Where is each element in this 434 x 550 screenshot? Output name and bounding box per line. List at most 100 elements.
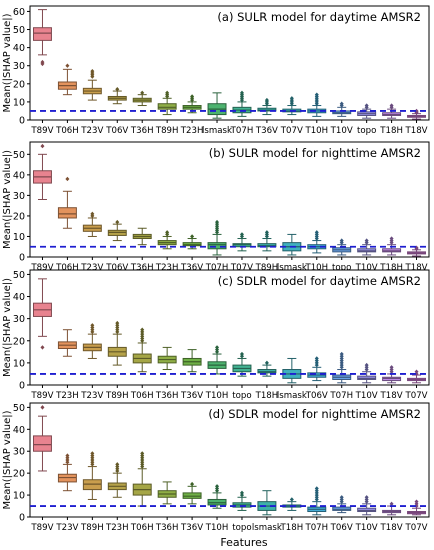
outlier-point — [339, 365, 344, 370]
outlier-point — [389, 501, 394, 507]
x-tick-label: T18H — [280, 523, 304, 533]
outlier-point — [389, 369, 394, 374]
outlier-point — [115, 320, 120, 326]
x-tick-label: T07H — [230, 126, 254, 136]
outlier-point — [239, 232, 244, 237]
x-tick-label: T10H — [304, 263, 328, 273]
x-tick-label: T36V — [180, 263, 203, 273]
outlier-point — [65, 176, 70, 182]
outlier-point — [90, 327, 95, 332]
outlier-point — [339, 238, 344, 243]
x-tick-label: T23V — [80, 391, 103, 401]
x-tick-label: topo — [357, 126, 376, 136]
y-tick-label: 40 — [13, 292, 25, 303]
y-tick-label: 10 — [13, 358, 25, 369]
box-T89H — [157, 103, 177, 110]
x-tick-label: T23V — [80, 126, 103, 136]
outlier-point — [190, 234, 195, 239]
y-axis-title: Mean(|SHAP value|) — [2, 278, 13, 377]
outlier-point — [239, 354, 244, 359]
box-T89V — [32, 27, 52, 41]
x-tick-label: T06H — [130, 523, 154, 533]
x-tick-label: T23V — [55, 523, 78, 533]
outlier-point — [339, 354, 344, 359]
outlier-point — [289, 96, 294, 101]
x-tick-label: T18H — [255, 391, 279, 401]
x-axis-title: Features — [220, 536, 268, 549]
x-tick-label: T18V — [380, 391, 403, 401]
outlier-point — [364, 365, 369, 370]
x-tick-label: T36V — [255, 126, 278, 136]
x-tick-label: T89H — [155, 126, 179, 136]
outlier-point — [389, 103, 394, 108]
x-tick-label: lsmask — [277, 263, 307, 273]
outlier-point — [314, 230, 319, 235]
panel-title: (d) SDLR model for nighttime AMSR2 — [208, 407, 421, 421]
outlier-point — [190, 94, 195, 99]
outlier-point — [90, 323, 95, 328]
outlier-point — [40, 345, 45, 350]
y-axis-title: Mean(|SHAP value|) — [2, 150, 13, 249]
x-tick-label: T10V — [355, 263, 378, 273]
outlier-point — [339, 101, 344, 106]
outlier-point — [264, 230, 269, 235]
outlier-point — [40, 61, 45, 67]
x-tick-label: T06H — [55, 263, 79, 273]
outlier-point — [90, 329, 95, 335]
x-tick-label: T89V — [30, 391, 53, 401]
x-tick-label: T06V — [330, 523, 353, 533]
outlier-point — [140, 331, 145, 337]
x-tick-label: lsmask — [277, 391, 307, 401]
x-tick-label: T36V — [180, 391, 203, 401]
y-tick-label: 30 — [13, 447, 25, 458]
y-tick-label: 20 — [13, 79, 25, 90]
outlier-point — [215, 345, 220, 350]
panel-title: (b) SULR model for nighttime AMSR2 — [209, 146, 421, 160]
outlier-point — [65, 453, 70, 458]
panel-title: (c) SDLR model for daytime AMSR2 — [218, 274, 421, 288]
y-tick-label: 50 — [13, 403, 25, 414]
x-tick-label: lsmask — [202, 126, 232, 136]
x-tick-label: T23H — [105, 523, 129, 533]
outlier-point — [364, 103, 369, 108]
outlier-point — [339, 362, 344, 368]
y-tick-label: 60 — [13, 7, 25, 18]
y-tick-label: 50 — [13, 270, 25, 281]
x-tick-label: topo — [332, 263, 351, 273]
y-tick-label: 50 — [13, 25, 25, 36]
outlier-point — [264, 97, 269, 103]
x-tick-label: T89V — [30, 126, 53, 136]
x-tick-label: T18V — [404, 263, 427, 273]
outlier-point — [115, 329, 120, 335]
outlier-point — [314, 362, 319, 368]
outlier-point — [239, 90, 244, 96]
outlier-point — [414, 499, 419, 504]
outlier-point — [140, 329, 145, 335]
outlier-point — [364, 367, 369, 372]
outlier-point — [314, 92, 319, 97]
x-tick-label: T36H — [130, 263, 154, 273]
x-tick-label: T07H — [304, 523, 328, 533]
x-tick-label: T89V — [30, 263, 53, 273]
panel-title: (a) SULR model for daytime AMSR2 — [217, 10, 421, 24]
outlier-point — [314, 356, 319, 361]
x-tick-label: T07V — [230, 263, 253, 273]
x-tick-label: T10V — [355, 391, 378, 401]
y-tick-label: 10 — [13, 97, 25, 108]
x-tick-label: T07V — [404, 391, 427, 401]
x-tick-label: T10V — [355, 523, 378, 533]
x-tick-label: T07V — [404, 523, 427, 533]
outlier-point — [364, 495, 369, 500]
outlier-point — [339, 360, 344, 366]
outlier-point — [314, 360, 319, 366]
y-tick-label: 0 — [19, 381, 25, 392]
outlier-point — [364, 238, 369, 243]
y-tick-label: 20 — [13, 211, 25, 222]
y-tick-label: 40 — [13, 170, 25, 181]
x-tick-label: T10H — [205, 523, 229, 533]
y-tick-label: 0 — [19, 513, 25, 524]
outlier-point — [339, 495, 344, 500]
